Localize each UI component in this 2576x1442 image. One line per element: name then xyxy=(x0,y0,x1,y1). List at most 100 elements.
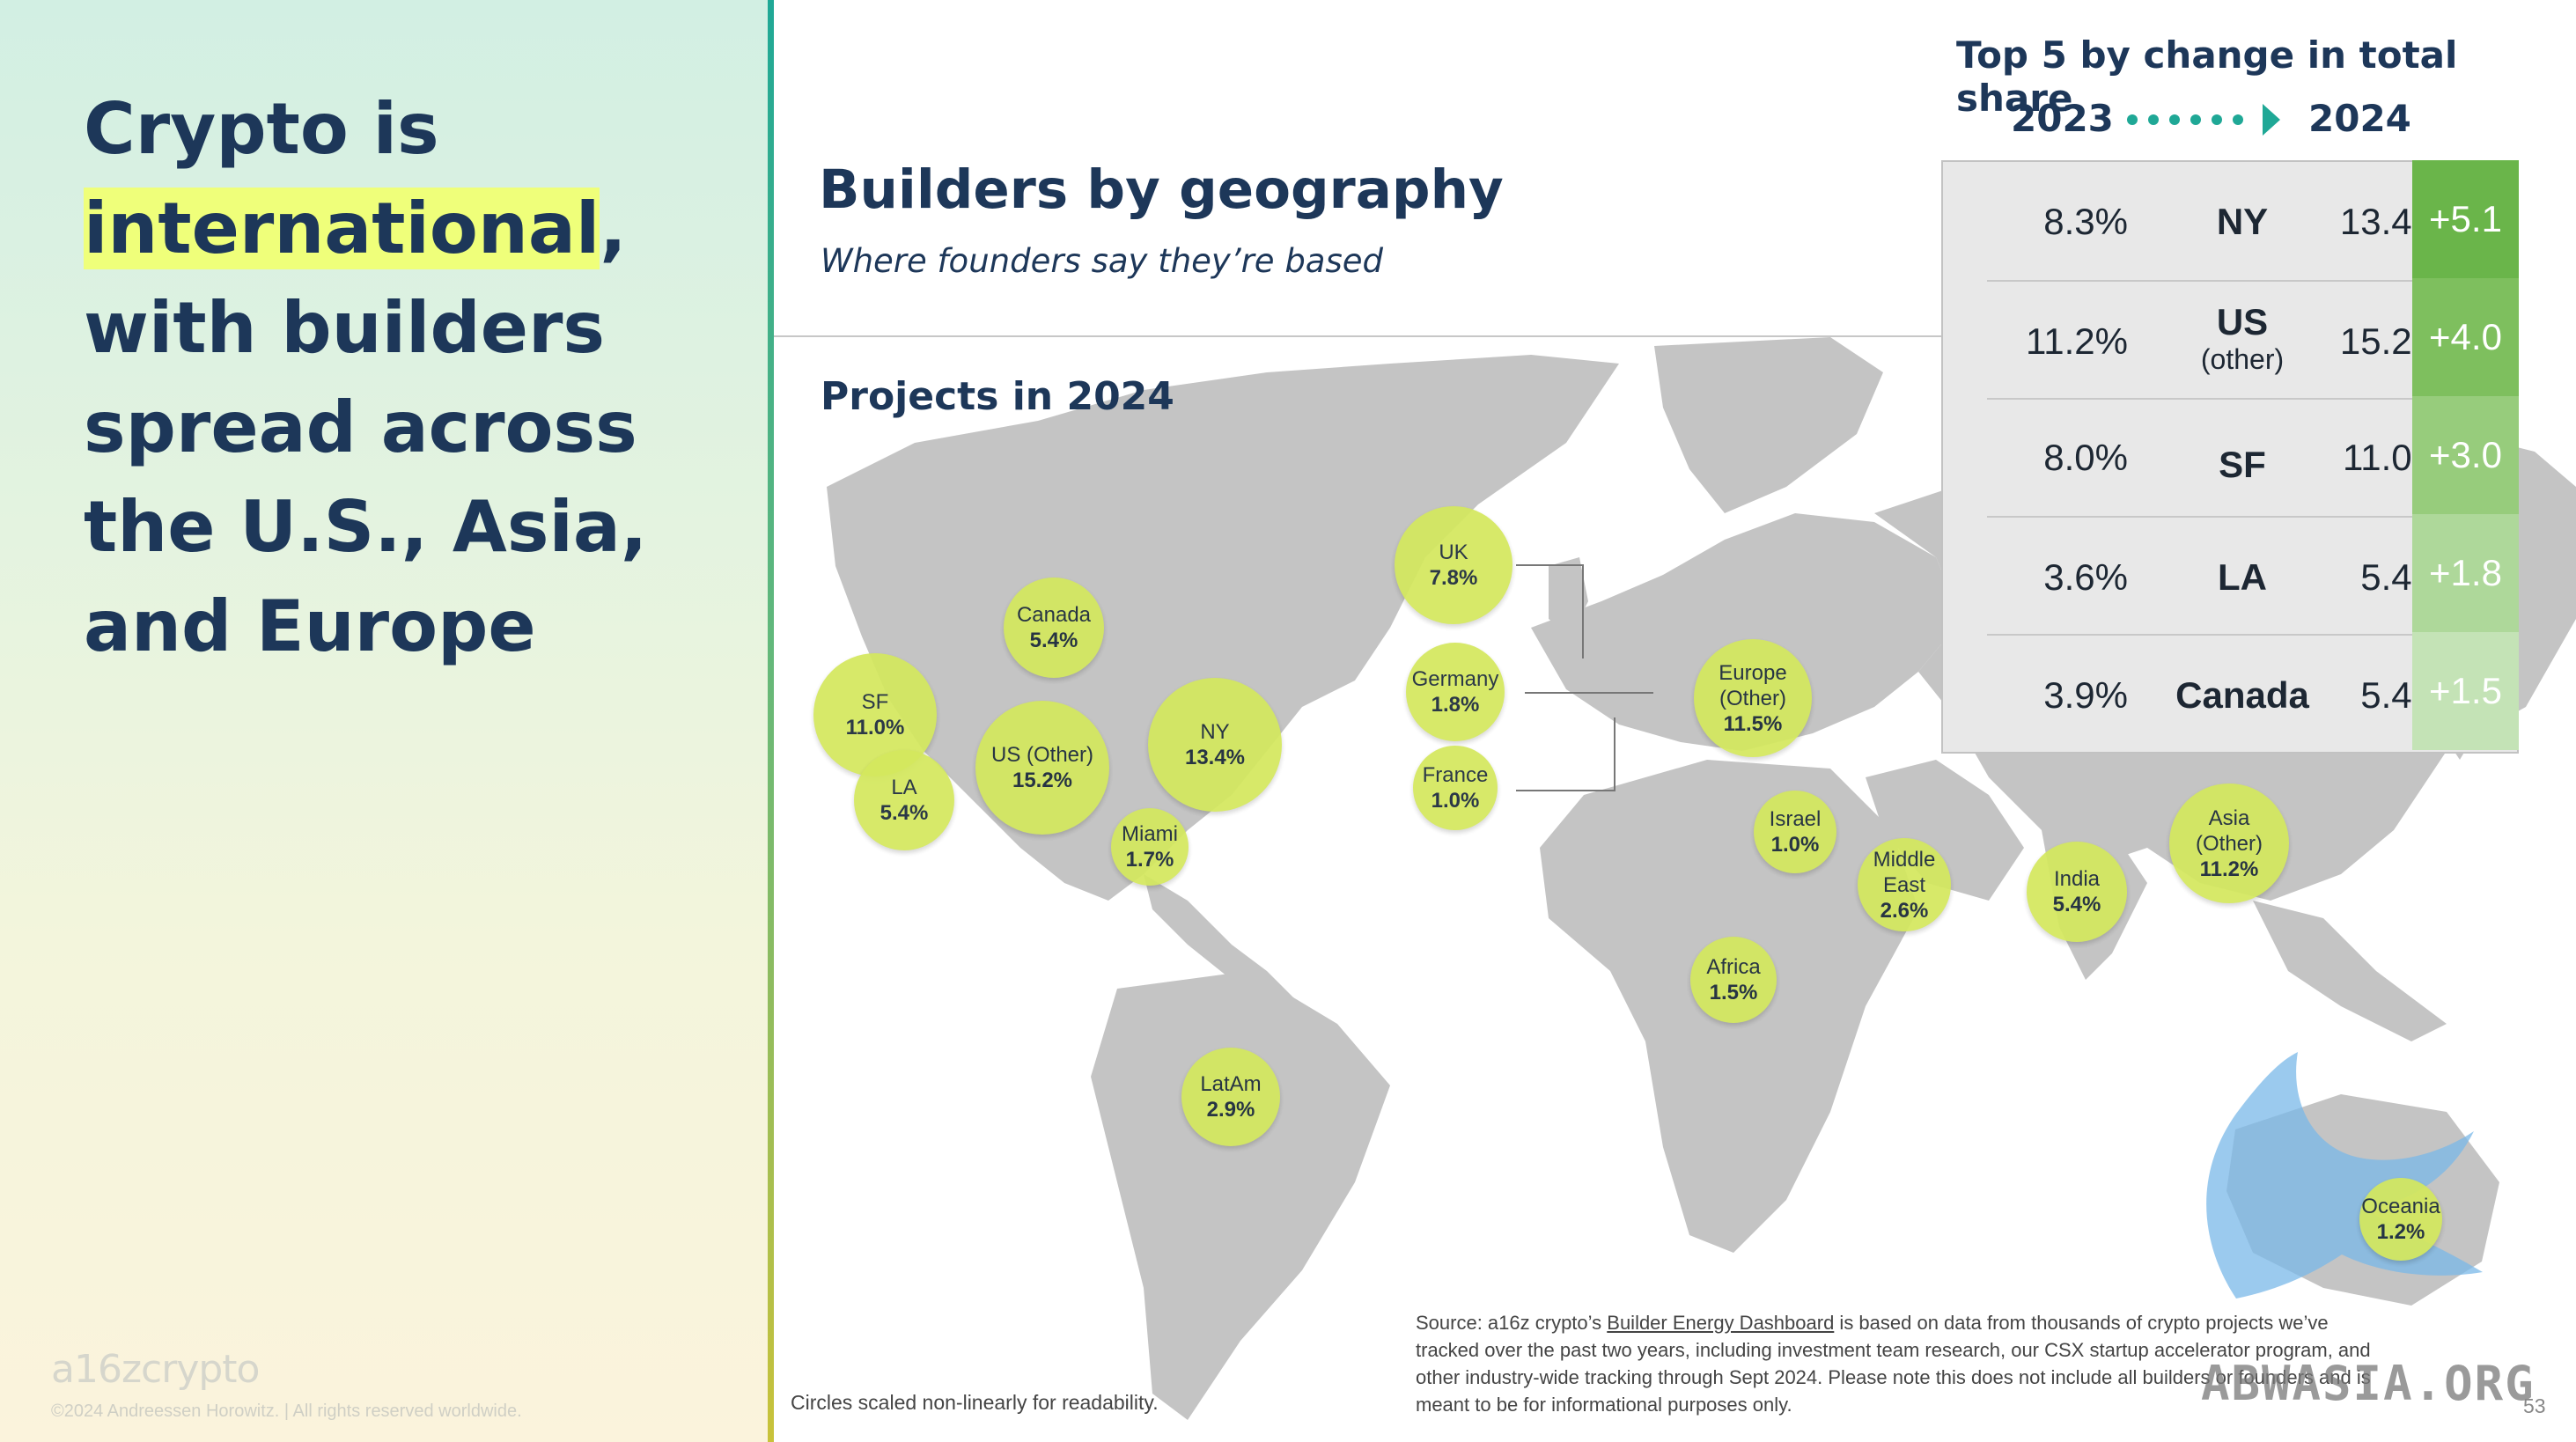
row-name: Canada xyxy=(2175,674,2309,716)
row-2023-value: 3.9% xyxy=(2043,674,2128,716)
bubble-sf-name: SF xyxy=(861,690,889,714)
a16zcrypto-logo: a16zcrypto xyxy=(51,1347,260,1392)
bubble-europe-other-name: Europe (Other) xyxy=(1719,660,1787,710)
page-number: 53 xyxy=(2523,1394,2546,1417)
bubble-miami-name: Miami xyxy=(1122,822,1178,846)
title-rule xyxy=(774,335,1945,337)
bubble-sf: SF 11.0% xyxy=(813,653,937,776)
bubble-middle-east: Middle East 2.6% xyxy=(1858,838,1951,931)
bubble-canada: Canada 5.4% xyxy=(1004,578,1104,678)
row-2023-value: 8.0% xyxy=(2043,437,2128,478)
bubble-la-name: LA xyxy=(891,776,917,799)
bubble-india-value: 5.4% xyxy=(2052,893,2101,916)
source-text-start: Source: a16z crypto’s xyxy=(1416,1312,1608,1334)
bubble-india: India 5.4% xyxy=(2027,842,2127,942)
dotted-arrow-icon xyxy=(2127,104,2280,136)
change-cell: +4.0 xyxy=(2412,278,2519,396)
change-cell: +1.8 xyxy=(2412,514,2519,632)
bubble-germany-value: 1.8% xyxy=(1431,693,1480,717)
row-name: NY xyxy=(2216,201,2269,242)
bubble-france-value: 1.0% xyxy=(1431,789,1480,813)
bubble-uk-value: 7.8% xyxy=(1429,566,1478,590)
table-row: 11.2% US (other) 15.2% xyxy=(1987,280,2477,400)
bubble-latam-name: LatAm xyxy=(1200,1072,1262,1096)
table-row: 3.6% LA 5.4% xyxy=(1987,516,2477,636)
bubble-ny: NY 13.4% xyxy=(1148,678,1282,812)
bubble-ny-name: NY xyxy=(1200,720,1230,744)
bubble-oceania-name: Oceania xyxy=(2361,1195,2440,1218)
top5-title: Top 5 by change in total share xyxy=(1956,33,2458,120)
bubble-oceania-value: 1.2% xyxy=(2376,1220,2425,1244)
section-title: Builders by geography xyxy=(819,158,1504,221)
bubble-uk: UK 7.8% xyxy=(1395,506,1512,624)
bubble-oceania: Oceania 1.2% xyxy=(2359,1178,2442,1261)
bubble-ny-value: 13.4% xyxy=(1184,746,1246,769)
source-note: Source: a16z crypto’s Builder Energy Das… xyxy=(1416,1309,2393,1418)
bubble-latam-value: 2.9% xyxy=(1206,1098,1255,1122)
scaling-note: Circles scaled non-linearly for readabil… xyxy=(791,1391,1159,1414)
year-to: 2024 xyxy=(2308,97,2411,140)
bubble-asia-other: Asia (Other) 11.2% xyxy=(2169,784,2289,903)
headline-start: Crypto is xyxy=(84,88,439,170)
headline: Crypto is international, with builders s… xyxy=(84,79,718,676)
table-row: 8.0% SF 11.0% xyxy=(1987,398,2477,518)
bubble-latam: LatAm 2.9% xyxy=(1181,1048,1280,1146)
bubble-la-value: 5.4% xyxy=(880,801,929,825)
bubble-europe-other: Europe (Other) 11.5% xyxy=(1694,639,1812,757)
bubble-us-other: US (Other) 15.2% xyxy=(975,701,1109,835)
bubble-canada-value: 5.4% xyxy=(1029,629,1078,652)
bubble-middle-east-value: 2.6% xyxy=(1880,898,1929,923)
bubble-france: France 1.0% xyxy=(1413,746,1498,830)
projects-label: Projects in 2024 xyxy=(821,374,1174,419)
bubble-canada-name: Canada xyxy=(1016,603,1092,627)
south-america-landmass xyxy=(1091,971,1390,1420)
headline-highlight: international xyxy=(84,188,600,269)
bubble-africa-name: Africa xyxy=(1706,955,1761,979)
watermark-text: ABWASIA.ORG xyxy=(2201,1356,2536,1411)
row-name-sub: (other) xyxy=(2200,343,2285,375)
watermark-bird xyxy=(2206,1052,2483,1299)
europe-landmass xyxy=(1531,513,1962,751)
bubble-miami: Miami 1.7% xyxy=(1111,808,1189,886)
source-text-end: is based on data from thousands of crypt… xyxy=(1416,1312,2371,1416)
bubble-europe-other-value: 11.5% xyxy=(1723,711,1783,736)
builder-energy-dashboard-link[interactable]: Builder Energy Dashboard xyxy=(1607,1312,1835,1334)
bubble-asia-other-name: Asia (Other) xyxy=(2195,806,2263,856)
row-name: US xyxy=(2216,301,2269,342)
section-subtitle: Where founders say they’re based xyxy=(821,242,1384,280)
bubble-germany-name: Germany xyxy=(1411,667,1499,691)
bubble-middle-east-name: Middle East xyxy=(1873,847,1936,897)
bubble-india-name: India xyxy=(2053,867,2101,891)
row-2023-value: 8.3% xyxy=(2043,201,2128,242)
bubble-israel-name: Israel xyxy=(1769,807,1822,831)
change-cell: +1.5 xyxy=(2412,632,2519,750)
row-2023-value: 3.6% xyxy=(2043,556,2128,598)
row-name: LA xyxy=(2218,556,2267,598)
row-name: SF xyxy=(2219,444,2266,485)
bubble-asia-other-value: 11.2% xyxy=(2199,857,2259,881)
se-asia-landmass xyxy=(2253,901,2447,1041)
greenland-landmass xyxy=(1654,337,1883,513)
bubble-israel: Israel 1.0% xyxy=(1754,791,1836,873)
bubble-us-other-value: 15.2% xyxy=(1012,769,1073,792)
bubble-africa-value: 1.5% xyxy=(1709,981,1758,1004)
bubble-israel-value: 1.0% xyxy=(1770,833,1820,857)
table-row: 8.3% NY 13.4% xyxy=(1987,162,2477,280)
bubble-la: LA 5.4% xyxy=(854,750,954,850)
bubble-miami-value: 1.7% xyxy=(1125,848,1174,872)
bubble-us-other-name: US (Other) xyxy=(990,743,1093,767)
copyright: ©2024 Andreessen Horowitz. | All rights … xyxy=(51,1402,522,1421)
headline-rest: , with builders spread across the U.S., … xyxy=(84,188,648,667)
bubble-france-name: France xyxy=(1422,763,1489,787)
bubble-africa: Africa 1.5% xyxy=(1690,937,1777,1023)
change-cell: +5.1 xyxy=(2412,160,2519,278)
gradient-divider xyxy=(768,0,774,1442)
bubble-uk-name: UK xyxy=(1439,541,1468,564)
table-row: 3.9% Canada 5.4% xyxy=(1987,634,2477,754)
arabia-landmass xyxy=(1866,760,2024,901)
change-cell: +3.0 xyxy=(2412,396,2519,514)
bubble-germany: Germany 1.8% xyxy=(1406,643,1505,741)
year-from: 2023 xyxy=(2011,97,2114,140)
bubble-sf-value: 11.0% xyxy=(845,716,905,739)
row-2023-value: 11.2% xyxy=(2026,320,2128,362)
